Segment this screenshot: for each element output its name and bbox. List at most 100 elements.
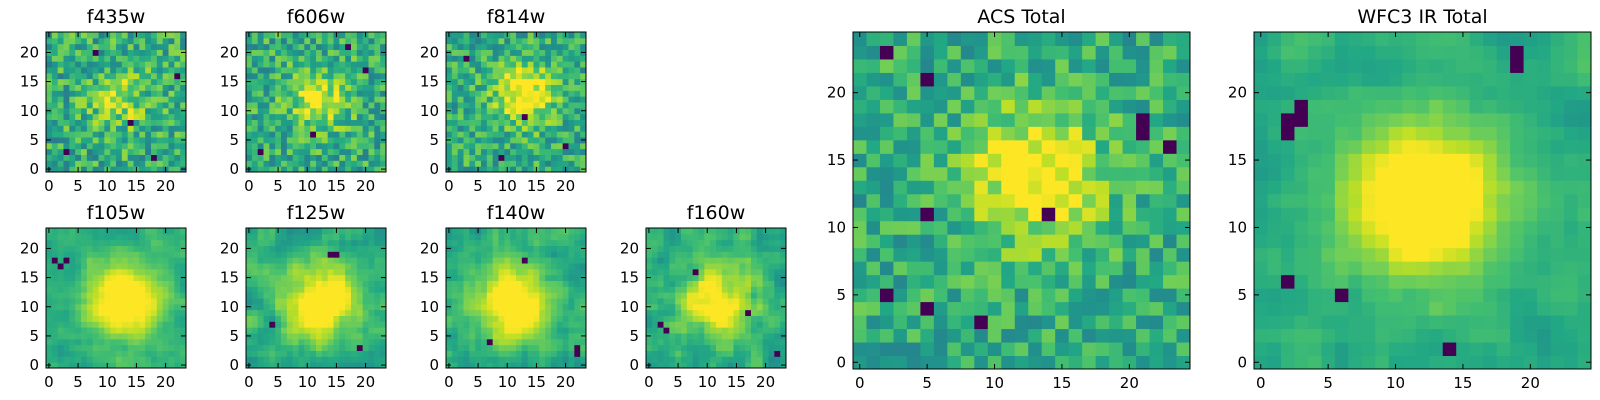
heatmap-cell [562,142,569,150]
heatmap-cell [556,90,564,97]
heatmap-cell [657,350,664,357]
heatmap-cell [933,234,948,249]
heatmap-cell [1149,355,1164,370]
heatmap-cell [292,239,299,246]
y-tick-label: 5 [429,131,439,149]
heatmap-cell [69,107,76,115]
heatmap-cell [756,321,764,328]
heatmap-cell [51,228,59,235]
heatmap-cell [780,233,787,241]
heatmap-cell [145,113,152,120]
heatmap-cell [568,72,575,80]
heatmap-cell [1564,328,1579,343]
y-tick-label: 15 [827,151,846,169]
heatmap-cell [127,350,134,357]
heatmap-cell [104,78,111,85]
x-tick-label: 15 [327,373,346,391]
heatmap-cell [463,154,470,161]
heatmap-cell [774,251,781,258]
heatmap-cell [486,78,494,85]
heatmap-cell [1176,72,1191,87]
heatmap-cell [116,274,123,281]
heatmap-cell [853,45,867,60]
heatmap-cell [521,107,529,115]
heatmap-cell [351,257,358,264]
heatmap-cell [321,137,329,144]
heatmap-cell [545,113,552,120]
heatmap-cell [556,113,564,120]
heatmap-cell [580,154,587,161]
heatmap-cell [853,166,867,181]
heatmap-cell [866,355,881,370]
heatmap-cell [57,257,64,264]
heatmap-cell [510,268,517,276]
heatmap-cell [762,356,769,363]
heatmap-cell [69,257,76,264]
heatmap-cell [156,107,164,115]
heatmap-cell [780,263,787,270]
heatmap-cell [521,263,529,270]
heatmap-cell [180,298,187,305]
heatmap-cell [116,113,123,120]
heatmap-cell [104,125,111,132]
heatmap-cell [727,327,734,334]
heatmap-cell [1041,328,1056,343]
heatmap-cell [481,251,488,258]
heatmap-cell [304,37,311,45]
heatmap-cell [446,292,453,299]
heatmap-cell [1510,355,1525,370]
heatmap-cell [116,107,123,115]
heatmap-cell [853,328,867,343]
heatmap-cell [281,344,288,351]
heatmap-cell [568,55,575,62]
heatmap-cell [162,350,169,357]
heatmap-cell [1109,139,1124,154]
heatmap-cell [121,107,129,115]
heatmap-cell [646,321,653,328]
heatmap-cell [539,245,546,252]
heatmap-cell [333,148,340,155]
heatmap-cell [139,309,146,316]
heatmap-cell [321,286,329,293]
heatmap-cell [1348,342,1363,357]
heatmap-cell [257,61,264,68]
heatmap-cell [533,327,540,334]
heatmap-cell [286,303,294,311]
heatmap-cell [527,90,534,97]
heatmap-cell [139,78,146,85]
heatmap-cell [463,239,470,246]
heatmap-cell [580,286,587,293]
heatmap-cell [298,137,305,144]
heatmap-cell [162,154,169,161]
heatmap-cell [568,245,575,252]
heatmap-cell [1176,193,1191,208]
heatmap-cell [580,125,587,132]
heatmap-cell [168,350,175,357]
heatmap-cell [463,268,470,276]
heatmap-cell [498,142,505,150]
heatmap-cell [698,245,705,252]
heatmap-cell [481,338,488,346]
heatmap-cell [675,338,682,346]
heatmap-cell [463,55,470,62]
heatmap-cell [327,233,334,241]
heatmap-cell [774,315,781,322]
heatmap-cell [1163,207,1178,222]
heatmap-cell [1254,342,1268,357]
heatmap-cell [446,61,453,68]
heatmap-cell [327,166,334,173]
heatmap-cell [1095,112,1110,127]
heatmap-cell [486,49,494,56]
heatmap-cell [98,309,105,316]
heatmap-cell [351,268,358,276]
heatmap-cell [947,207,962,222]
heatmap-cell [704,344,711,351]
heatmap-cell [774,298,781,305]
heatmap-cell [920,355,935,370]
heatmap-cell [457,274,464,281]
heatmap-cell [1095,342,1110,357]
heatmap-cell [86,102,94,109]
heatmap-cell [92,67,99,74]
heatmap-cell [574,166,581,173]
